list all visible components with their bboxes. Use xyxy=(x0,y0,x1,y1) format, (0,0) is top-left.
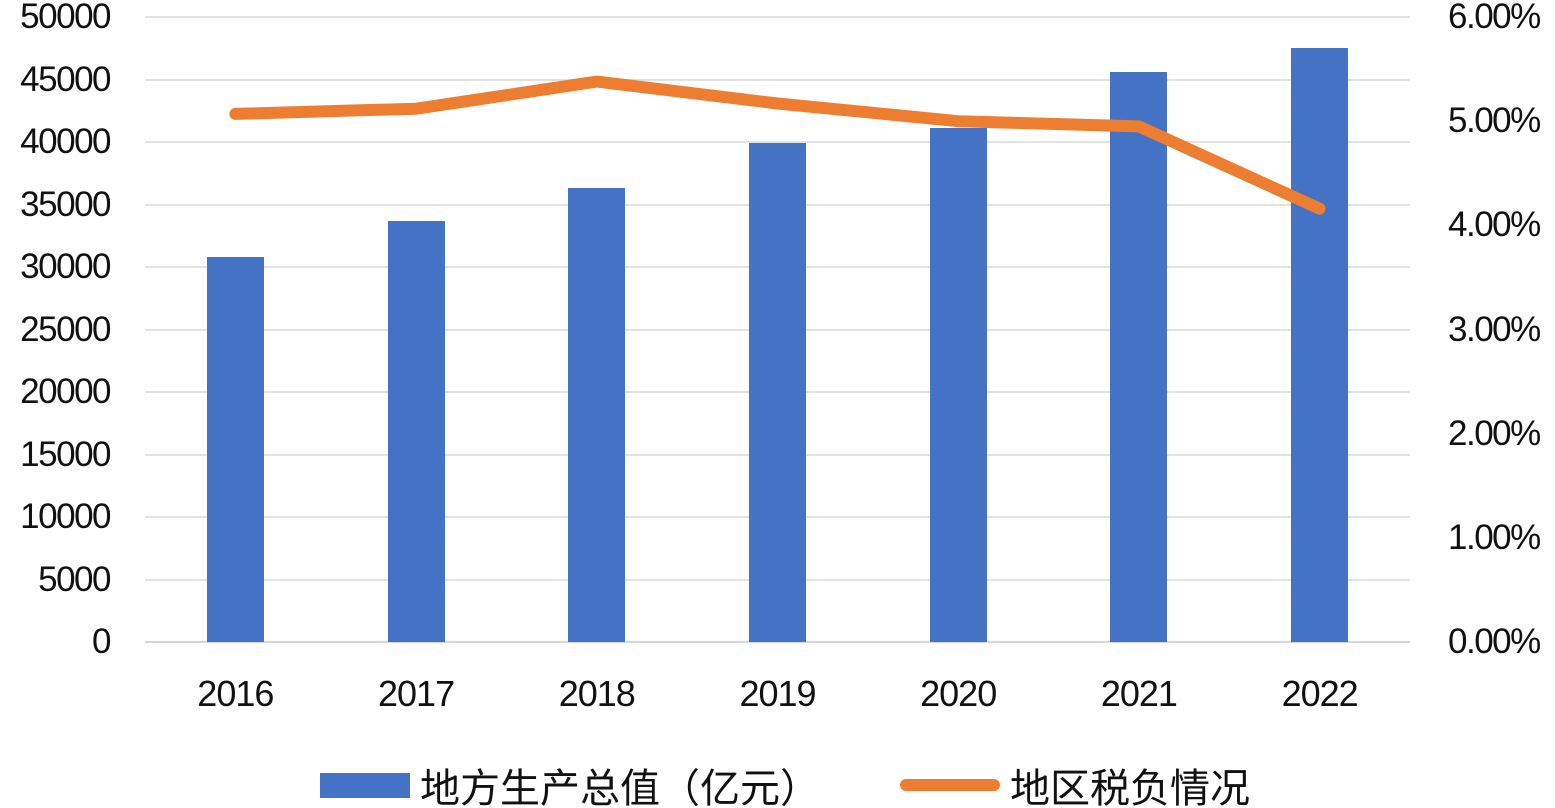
legend-item-gdp: 地方生产总值（亿元） xyxy=(320,756,820,808)
tax-burden-line xyxy=(229,75,1326,215)
left-axis-tick: 5000 xyxy=(38,559,111,599)
x-axis-tick-2016: 2016 xyxy=(197,673,274,714)
left-axis-tick: 30000 xyxy=(20,247,111,286)
line-series xyxy=(229,75,1326,215)
left-axis-tick: 25000 xyxy=(20,309,111,349)
right-axis-tick: 3.00% xyxy=(1448,309,1541,349)
left-axis-tick: 10000 xyxy=(20,497,111,536)
gridline xyxy=(145,641,1410,643)
gdp-bar-2018 xyxy=(568,188,626,642)
legend-label-gdp: 地方生产总值（亿元） xyxy=(420,766,820,808)
left-axis-tick: 20000 xyxy=(20,372,111,411)
gridline xyxy=(145,78,1410,81)
x-axis-tick-2018: 2018 xyxy=(558,673,636,714)
right-axis-tick: 4.00% xyxy=(1448,205,1541,245)
gdp-bar-2017 xyxy=(387,220,445,642)
right-axis-tick: 1.00% xyxy=(1448,517,1541,557)
x-axis-tick-2019: 2019 xyxy=(739,673,816,714)
left-axis-tick: 45000 xyxy=(20,59,111,99)
left-axis-tick: 15000 xyxy=(20,434,111,474)
gdp-bar-2020 xyxy=(929,128,987,642)
x-axis-tick-2020: 2020 xyxy=(920,673,997,714)
right-axis-tick: 2.00% xyxy=(1448,413,1541,453)
plot-area xyxy=(145,16,1410,643)
left-axis-tick: 35000 xyxy=(20,184,111,224)
gdp-bar-2022 xyxy=(1291,48,1349,642)
gdp-bar-2016 xyxy=(206,257,264,642)
left-axis-tick: 50000 xyxy=(20,0,111,36)
right-axis-tick: 5.00% xyxy=(1448,101,1541,141)
gridline xyxy=(145,141,1410,143)
gdp-bar-2019 xyxy=(749,143,806,642)
x-axis-tick-2022: 2022 xyxy=(1281,673,1359,714)
left-axis-tick: 0 xyxy=(92,622,111,661)
line-legend-swatch xyxy=(900,779,1000,791)
legend-label-taxburden: 地区税负情况 xyxy=(1010,766,1250,808)
x-axis-tick-2017: 2017 xyxy=(378,673,455,714)
x-axis-tick-2021: 2021 xyxy=(1100,673,1178,714)
legend: 地方生产总值（亿元） 地区税负情况 xyxy=(320,763,1250,808)
legend-item-taxburden: 地区税负情况 xyxy=(900,756,1250,808)
gdp-bar-2021 xyxy=(1110,72,1168,642)
bar-legend-swatch xyxy=(320,772,410,798)
gridline xyxy=(145,16,1410,18)
right-axis-tick: 6.00% xyxy=(1448,0,1541,36)
left-axis-tick: 40000 xyxy=(20,122,111,161)
right-axis-tick: 0.00% xyxy=(1448,622,1541,661)
